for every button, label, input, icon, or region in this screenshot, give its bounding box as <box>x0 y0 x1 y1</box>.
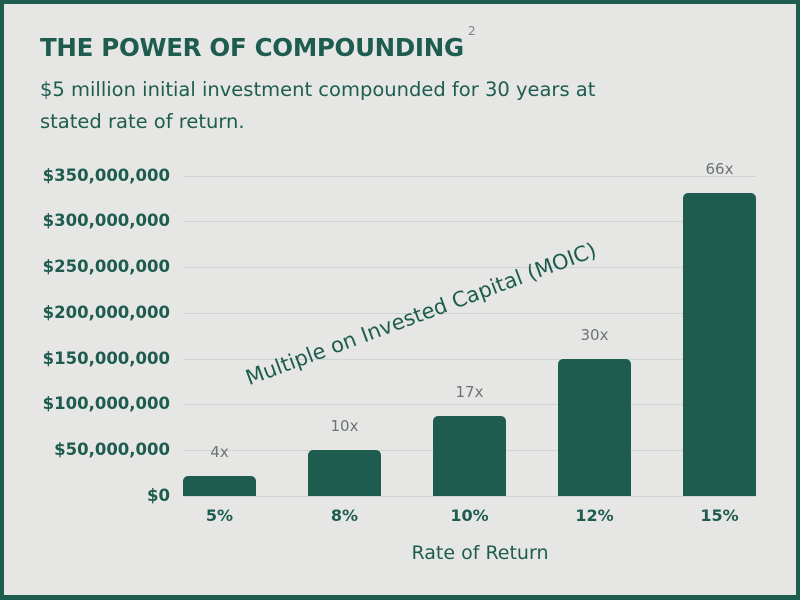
bar-8pct <box>308 449 381 496</box>
gridline <box>183 176 756 177</box>
chart-subtitle: $5 million initial investment compounded… <box>40 78 596 133</box>
bar-12pct <box>558 358 631 496</box>
y-tick-label: $350,000,000 <box>42 165 170 185</box>
x-tick-label: 5% <box>205 506 234 525</box>
gridline <box>183 359 756 360</box>
gridline <box>183 496 756 497</box>
gridline <box>183 404 756 405</box>
bar-5pct <box>183 476 256 496</box>
chart-title: THE POWER OF COMPOUNDING <box>40 33 464 62</box>
bar-data-label: 10x <box>330 416 359 435</box>
gridline <box>183 267 756 268</box>
bar-10pct <box>433 416 506 496</box>
bar-data-label: 66x <box>705 159 734 178</box>
y-tick-label: $250,000,000 <box>42 257 170 277</box>
bar-data-label: 30x <box>580 325 609 344</box>
y-tick-label: $100,000,000 <box>42 394 170 414</box>
bar-15pct <box>683 192 756 496</box>
x-tick-label: 15% <box>700 506 739 525</box>
x-tick-label: 10% <box>450 506 489 525</box>
gridline <box>183 313 756 314</box>
x-tick-label: 8% <box>330 506 359 525</box>
y-tick-label: $200,000,000 <box>42 302 170 322</box>
y-tick-label: $0 <box>147 486 170 505</box>
y-tick-label: $150,000,000 <box>42 348 170 368</box>
x-tick-label: 12% <box>575 506 614 525</box>
footnote-superscript: 2 <box>468 24 476 38</box>
y-tick-label: $300,000,000 <box>42 211 170 231</box>
moic-annotation: Multiple on Invested Capital (MOIC) <box>242 237 600 391</box>
y-tick-label: $50,000,000 <box>54 440 170 460</box>
gridline <box>183 221 756 222</box>
bar-data-label: 17x <box>455 383 484 402</box>
x-axis-label: Rate of Return <box>411 542 549 564</box>
bar-data-label: 4x <box>210 443 229 462</box>
